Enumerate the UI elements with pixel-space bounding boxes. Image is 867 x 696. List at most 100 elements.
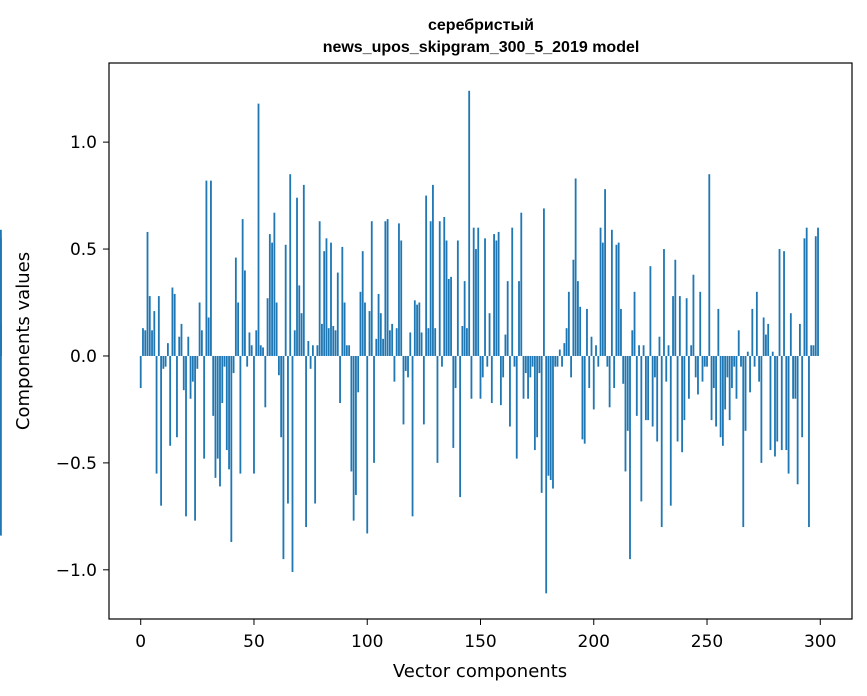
bar (413, 300, 416, 356)
bar (210, 180, 212, 356)
bar (225, 355, 228, 451)
chart-title: серебристый (428, 17, 534, 34)
bar (497, 231, 500, 356)
bar (543, 208, 545, 356)
y-tick-label: −1.0 (56, 561, 97, 581)
bar (654, 355, 656, 378)
bar (638, 345, 640, 356)
x-axis-label: Vector components (393, 661, 567, 682)
bar (549, 355, 552, 480)
bar (330, 242, 332, 356)
bar (239, 355, 242, 474)
bar (647, 355, 650, 421)
bar (731, 355, 733, 389)
bar (305, 355, 307, 528)
bar (144, 330, 147, 356)
bar (282, 355, 285, 560)
bar (253, 355, 255, 474)
bar (470, 355, 473, 399)
bar (194, 355, 196, 521)
bar (429, 221, 432, 356)
bar (178, 336, 181, 356)
bar (737, 330, 740, 356)
bar (610, 229, 613, 356)
bar (583, 355, 586, 444)
bar (157, 296, 160, 356)
bar (219, 355, 221, 487)
bar (316, 345, 319, 356)
bar (223, 355, 226, 367)
bar (690, 345, 693, 356)
bar (769, 355, 772, 451)
bar (395, 328, 398, 356)
bar (758, 355, 761, 382)
bar (185, 355, 187, 517)
bar (361, 251, 364, 356)
bar (545, 355, 548, 594)
bar (182, 355, 185, 391)
bar (640, 355, 643, 502)
bar (169, 355, 172, 446)
bar (642, 345, 645, 356)
bar (792, 355, 795, 399)
y-tick-label: 0.5 (70, 240, 97, 260)
bar (452, 355, 455, 448)
bar (778, 249, 781, 356)
x-tick-label: 50 (243, 632, 265, 652)
x-tick-label: 200 (578, 632, 610, 652)
chart-subtitle: news_upos_skipgram_300_5_2019 model (323, 39, 640, 56)
bar (447, 278, 450, 356)
bar (624, 355, 627, 472)
bar (309, 355, 312, 369)
bar (248, 332, 251, 356)
bar (751, 308, 754, 356)
bar (706, 355, 708, 367)
bar (728, 355, 731, 421)
bar (490, 355, 493, 404)
bar (749, 355, 751, 393)
bar (345, 345, 348, 356)
bar (660, 355, 663, 528)
bar (529, 355, 532, 378)
bar (697, 355, 699, 395)
x-tick-label: 300 (804, 632, 836, 652)
bar (384, 221, 387, 356)
bar (563, 343, 566, 356)
bar (669, 355, 672, 506)
bar (724, 355, 727, 410)
bar (678, 296, 681, 356)
bar (812, 345, 815, 356)
bar (556, 355, 559, 367)
bar (142, 328, 144, 356)
bar (196, 355, 199, 369)
bar (321, 323, 323, 356)
bar (461, 326, 464, 356)
bar (520, 212, 523, 356)
bar (631, 330, 634, 356)
bar (710, 355, 713, 421)
bar (454, 355, 457, 389)
bar (391, 323, 394, 356)
bar (626, 355, 629, 431)
bar (151, 330, 153, 356)
bar (486, 355, 489, 367)
bar (651, 355, 654, 427)
y-tick-label: 0.0 (70, 347, 97, 367)
bar (246, 355, 249, 367)
bar (672, 296, 674, 356)
bar (343, 302, 346, 356)
bar (488, 313, 491, 356)
bar (633, 291, 636, 356)
bar (753, 355, 756, 367)
bar (760, 355, 763, 463)
bar (540, 355, 543, 493)
bar (581, 355, 584, 440)
bar (318, 221, 321, 356)
bar (780, 355, 783, 451)
bar (427, 328, 430, 356)
bar (504, 334, 507, 356)
bar (567, 291, 570, 356)
bar (366, 355, 369, 534)
x-tick-label: 0 (135, 632, 146, 652)
bar (296, 197, 298, 356)
